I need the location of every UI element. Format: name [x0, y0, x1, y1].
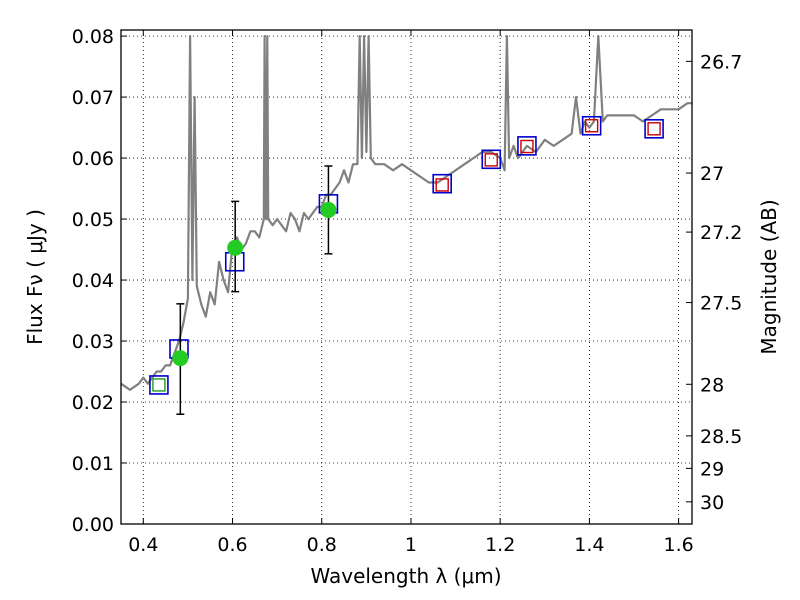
observed-green-square — [152, 378, 166, 392]
x-tick-label: 1.6 — [664, 534, 694, 556]
observed-detection-point — [320, 201, 337, 218]
observed-detection-point — [227, 239, 244, 256]
model-photometry-square — [644, 119, 664, 139]
y-tick-label: 0.02 — [72, 392, 114, 414]
x-tick-label: 0.6 — [217, 534, 247, 556]
observed-square — [484, 153, 498, 167]
plot-background — [121, 30, 692, 524]
x-axis-title: Wavelength λ (μm) — [310, 564, 501, 588]
observed-square — [435, 178, 449, 192]
y-tick-label: 0.07 — [72, 87, 114, 109]
plot-frame — [120, 29, 693, 525]
y-tick-label: 0.01 — [72, 453, 114, 475]
model-photometry-square — [517, 136, 537, 156]
spectrum-layer — [120, 34, 692, 391]
observed-detection-point — [172, 350, 189, 367]
y2-tick-label: 27.2 — [700, 222, 742, 244]
y2-tick-label: 26.7 — [700, 51, 742, 73]
observed-square — [584, 119, 599, 133]
y2-axis-title: Magnitude (AB) — [757, 199, 781, 354]
x-tick-label: 1.2 — [485, 534, 515, 556]
model-photometry-square — [432, 173, 452, 194]
model-photometry-square — [149, 375, 169, 395]
y2-tick-label: 30 — [700, 492, 724, 514]
y2-tick-label: 29 — [700, 458, 724, 480]
spectrum-line — [120, 34, 692, 391]
axis-ticks: 0.4 0.6 0.8 1 1.2 1.4 1.6 0.00 0.01 0.02 0.03 0.04 0… — [72, 26, 743, 556]
y-axis-title: Flux Fν ( μJy ) — [23, 209, 47, 345]
y2-tick-label: 27 — [700, 163, 724, 185]
observed-square — [647, 122, 661, 136]
y-tick-label: 0.08 — [72, 26, 114, 48]
observed-square — [520, 139, 534, 154]
y2-tick-label: 28.5 — [700, 426, 742, 448]
model-photometry-square — [481, 149, 502, 170]
y-tick-label: 0.05 — [72, 209, 114, 231]
y-tick-label: 0.00 — [72, 514, 114, 536]
y2-tick-label: 27.5 — [700, 293, 742, 315]
x-tick-label: 1.4 — [574, 534, 604, 556]
x-tick-label: 0.4 — [128, 534, 158, 556]
y2-tick-label: 28 — [700, 374, 724, 396]
x-tick-label: 0.8 — [307, 534, 337, 556]
y-tick-label: 0.06 — [72, 148, 114, 170]
x-tick-label: 1 — [405, 534, 417, 556]
y-tick-label: 0.03 — [72, 331, 114, 353]
y-tick-label: 0.04 — [72, 270, 114, 292]
model-photometry-square — [581, 115, 602, 136]
marks-layer — [149, 115, 664, 415]
